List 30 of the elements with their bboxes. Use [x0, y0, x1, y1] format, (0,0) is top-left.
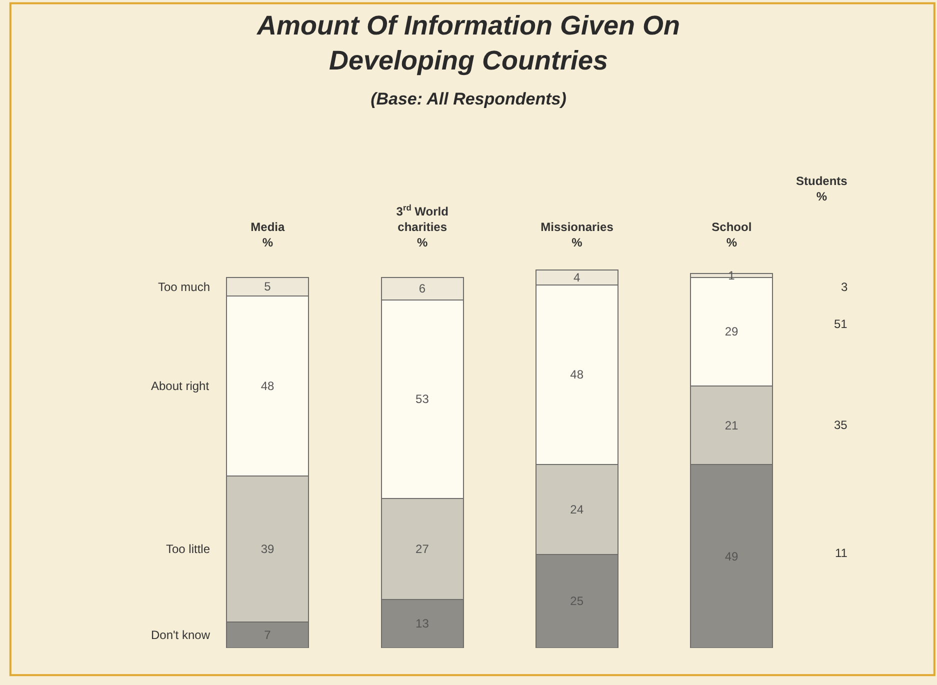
x-tick-label: Missionaries %	[540, 220, 614, 250]
series-label: Too little	[166, 542, 210, 556]
text: 3	[841, 280, 848, 294]
data-label: 53	[416, 392, 430, 406]
text: Students %	[796, 174, 848, 204]
data-label: 5	[264, 280, 272, 294]
data-label: 27	[416, 542, 430, 556]
data-label: 4	[574, 270, 581, 284]
x-tick-label: Media %	[250, 220, 286, 250]
data-label: 48	[260, 378, 275, 393]
data-label: 7	[264, 628, 272, 642]
chart-subtitle: (Base: All Respondents)	[370, 89, 567, 108]
data-label: 21	[724, 418, 738, 432]
data-label: 13	[416, 616, 430, 631]
data-label: 6	[418, 282, 426, 296]
series-label: Too much	[158, 280, 210, 294]
data-label: 29	[724, 324, 738, 339]
x-tick-label: 3$^{rd}$ World charities %	[396, 202, 448, 250]
x-tick-label: School %	[712, 220, 752, 250]
data-label: 39	[260, 542, 275, 556]
data-label: 24	[570, 502, 584, 516]
text: 35	[834, 418, 848, 432]
chart-title: Amount Of Information Given On Developing Countries	[256, 10, 680, 76]
data-label: 48	[570, 368, 584, 382]
series-label: Don't know	[151, 628, 210, 642]
text: 11	[835, 546, 848, 560]
text: 51	[834, 317, 848, 331]
data-label: 49	[724, 549, 738, 564]
data-label: 25	[570, 594, 584, 608]
series-label: About right	[151, 379, 210, 393]
